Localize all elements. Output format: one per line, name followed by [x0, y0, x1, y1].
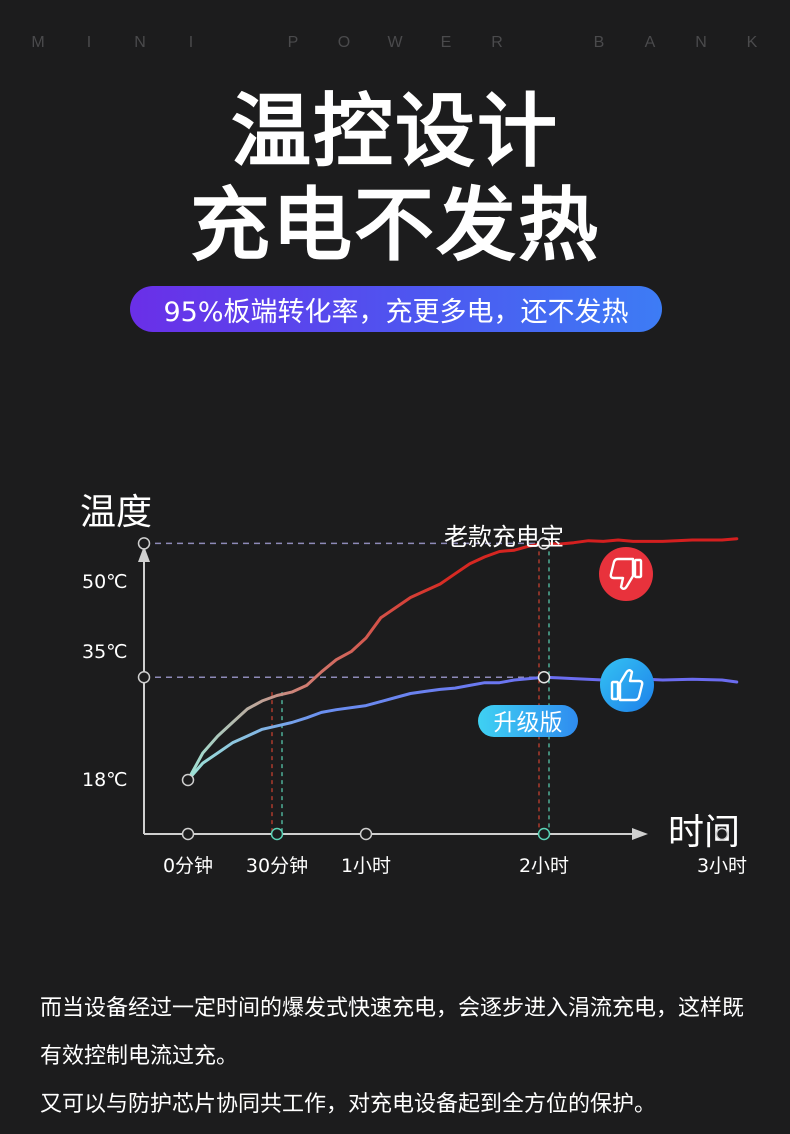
y-axis-marker: [137, 537, 151, 550]
y-tick-label: 18℃: [82, 769, 128, 791]
temperature-chart: 温度 时间 18℃ 35℃ 50℃ 0分钟 30分钟 1小时 2小时 3小时 老款充电宝 升级…: [80, 492, 747, 877]
brand-letter: I: [188, 34, 194, 51]
brand-letter: K: [746, 34, 758, 51]
brand-letter: I: [86, 34, 92, 51]
feature-pill: 95%板端转化率，充更多电，还不发热: [130, 286, 662, 332]
series-label-new-tag: 升级版: [478, 705, 578, 737]
x-axis-marker: [359, 827, 373, 841]
brand-letter: [538, 34, 558, 52]
y-tick-label: 35℃: [82, 641, 128, 663]
y-axis-marker: [137, 670, 151, 684]
body-paragraph-2: 又可以与防护芯片协同共工作，对充电设备起到全方位的保护。: [40, 1092, 657, 1117]
y-axis-label: 温度: [80, 492, 152, 533]
brand-letter: A: [644, 34, 656, 51]
headline-line-1: 温控设计: [231, 85, 559, 178]
x-axis-marker: [270, 827, 284, 841]
origin-marker: [181, 773, 195, 787]
x-axis-marker: [715, 827, 729, 841]
x-tick-label: 1小时: [341, 855, 391, 877]
brand-letter: P: [287, 34, 299, 51]
series-markers: [181, 537, 551, 787]
brand-letter: M: [31, 34, 45, 51]
thumbs-up-icon: [600, 658, 654, 712]
x-axis-marker: [537, 827, 551, 841]
y-tick-label: 50℃: [82, 571, 128, 593]
brand-letter: O: [337, 34, 351, 51]
brand-letter: N: [134, 34, 146, 51]
brand-letter: E: [440, 34, 452, 51]
thumbs-down-icon: [599, 547, 653, 601]
series-marker: [537, 670, 551, 684]
x-axis-arrow: [632, 828, 648, 840]
x-tick-label: 2小时: [519, 855, 569, 877]
brand-letter: R: [491, 34, 503, 51]
series-line-new: [186, 675, 739, 782]
series-label-old: 老款充电宝: [444, 523, 564, 551]
reference-lines: [144, 542, 550, 834]
series-marker: [537, 537, 551, 550]
series-lines: [186, 537, 739, 782]
brand-letter: W: [387, 34, 403, 51]
brand-letter: N: [695, 34, 707, 51]
series-line-old: [186, 537, 739, 782]
headline-line-2: 充电不发热: [190, 179, 600, 272]
brand-letter: [232, 34, 252, 52]
y-axis-arrow: [138, 546, 150, 562]
x-axis-marker: [181, 827, 195, 841]
axes: [138, 546, 648, 840]
brand-letter: B: [593, 34, 605, 51]
x-tick-label: 0分钟: [163, 855, 213, 877]
series-label-new: 升级版: [494, 710, 563, 736]
x-tick-label: 30分钟: [246, 855, 308, 877]
x-axis-label: 时间: [668, 812, 740, 853]
x-tick-label: 3小时: [697, 855, 747, 877]
body-paragraph-1: 而当设备经过一定时间的爆发式快速充电，会逐步进入涓流充电，这样既有效控制电流过充…: [40, 996, 745, 1069]
tick-labels: 18℃ 35℃ 50℃ 0分钟 30分钟 1小时 2小时 3小时: [82, 537, 747, 877]
